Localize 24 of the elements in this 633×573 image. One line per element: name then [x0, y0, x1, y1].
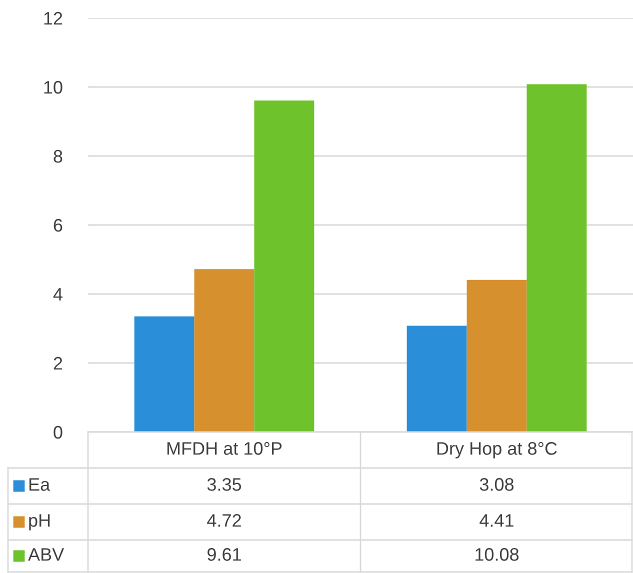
- y-tick-label: 10: [44, 80, 62, 94]
- x-tick-label: Dry Hop at 8°C: [437, 442, 557, 458]
- x-tick-label: MFDH at 10°P: [167, 442, 282, 455]
- bar: [406, 326, 467, 432]
- bar: [254, 100, 314, 432]
- y-tick-label: 12: [44, 12, 62, 25]
- bar: [134, 316, 194, 432]
- y-tick-label: 2: [54, 356, 62, 370]
- bar: [526, 84, 587, 432]
- data-label: 3.08: [480, 478, 514, 491]
- data-label: 10.08: [476, 548, 519, 561]
- bar: [194, 269, 254, 432]
- data-label: 4.41: [480, 514, 514, 527]
- legend-label: ABV: [28, 548, 64, 561]
- bar: [466, 280, 527, 432]
- y-tick-label: 4: [53, 288, 62, 301]
- y-tick-label: 8: [54, 150, 62, 163]
- legend-label: pH: [29, 514, 50, 530]
- y-tick-label: 0: [54, 426, 62, 439]
- data-label: 3.35: [207, 478, 242, 491]
- data-label: 9.61: [208, 548, 241, 561]
- data-label: 4.72: [207, 514, 241, 527]
- y-tick-label: 6: [54, 218, 62, 232]
- legend-label: Ea: [29, 478, 50, 491]
